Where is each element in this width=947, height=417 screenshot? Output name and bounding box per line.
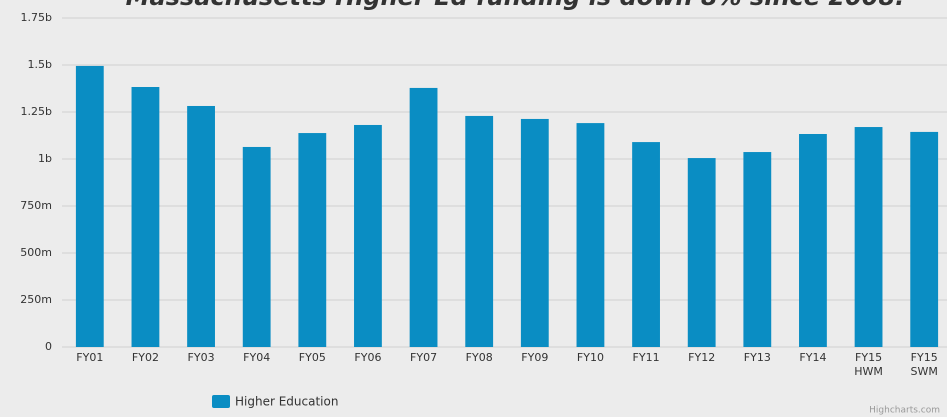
y-tick-label: 500m	[20, 246, 52, 259]
y-tick-label: 750m	[20, 199, 52, 212]
bar	[687, 158, 716, 347]
bar	[576, 123, 605, 347]
bar	[187, 105, 215, 347]
x-tick-label: FY05	[298, 351, 326, 364]
legend-swatch	[212, 395, 230, 408]
y-tick-label: 250m	[20, 293, 52, 306]
x-tick-label: FY08	[465, 351, 493, 364]
chart-title: Massachusetts Higher Ed funding is down …	[126, 0, 905, 11]
credits: Highcharts.com	[869, 406, 940, 416]
bar	[854, 127, 883, 347]
x-tick-label: FY13	[743, 351, 771, 364]
x-tick-label: FY01	[76, 351, 104, 364]
y-tick-label: 1b	[38, 152, 52, 165]
x-tick-label: FY06	[354, 351, 382, 364]
bar	[131, 86, 160, 347]
y-tick-label: 0	[45, 340, 52, 353]
x-tick-label: FY12	[688, 351, 716, 364]
bar	[743, 152, 772, 347]
x-tick-label: FY02	[131, 351, 159, 364]
bar	[910, 131, 939, 347]
bar	[298, 133, 327, 347]
y-tick-label: 1.25b	[21, 105, 52, 118]
x-tick-label: FY07	[410, 351, 438, 364]
bar	[465, 115, 494, 347]
bar	[632, 142, 660, 347]
x-tick-label: FY04	[243, 351, 271, 364]
x-tick-label: FY15 HWM	[854, 351, 883, 378]
x-tick-label: FY11	[632, 351, 660, 364]
x-tick-label: FY10	[576, 351, 604, 364]
bar	[520, 118, 549, 348]
bar	[799, 133, 827, 347]
bar	[242, 146, 271, 347]
x-tick-label: FY03	[187, 351, 215, 364]
x-tick-label: FY09	[521, 351, 549, 364]
y-tick-label: 1.75b	[21, 11, 52, 24]
bar	[409, 87, 438, 347]
x-tick-label: FY15 SWM	[910, 351, 938, 378]
bar	[75, 65, 104, 347]
x-tick-label: FY14	[799, 351, 827, 364]
bar	[354, 124, 382, 347]
legend-label: Higher Education	[235, 395, 338, 409]
y-tick-label: 1.5b	[28, 58, 52, 71]
